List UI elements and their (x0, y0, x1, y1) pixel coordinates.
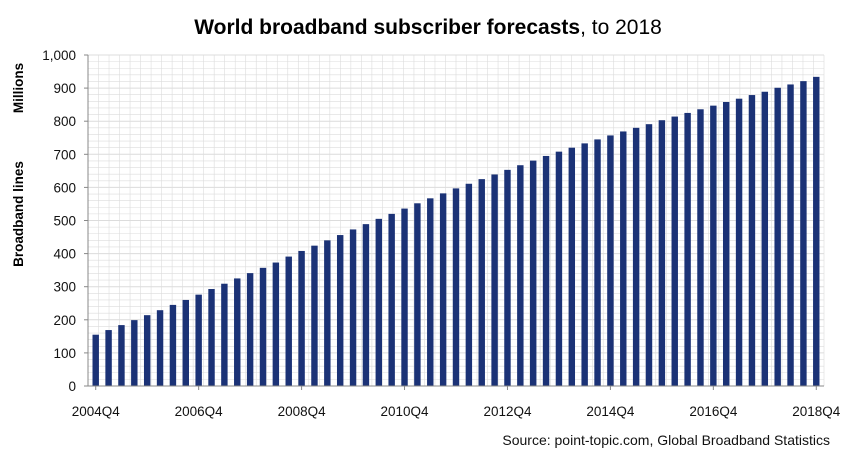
axis-layer: 0 100 200 300 400 500 600 700 800 900 1,000 2004Q4 2… (42, 48, 841, 419)
y-tick-label: 1,000 (42, 48, 76, 63)
bar-2012Q2 (478, 179, 485, 387)
x-tick-label: 2006Q4 (175, 404, 224, 419)
x-tick-label: 2012Q4 (483, 404, 532, 419)
y-tick-label: 400 (53, 247, 76, 262)
source-note: Source: point-topic.com, Global Broadban… (502, 432, 830, 448)
bar-2011Q3 (439, 193, 447, 386)
bar-layer (92, 76, 820, 387)
bar-2009Q4 (349, 229, 357, 386)
bar-2016Q3 (697, 109, 704, 386)
bar-2017Q1 (722, 102, 730, 386)
bar-2007Q4 (246, 273, 254, 386)
bar-2010Q1 (362, 224, 370, 386)
bar-2014Q4 (607, 135, 614, 386)
bar-2013Q1 (517, 165, 524, 386)
y-tick-label: 900 (53, 81, 76, 96)
bar-2014Q1 (568, 147, 576, 386)
bar-2013Q3 (542, 155, 550, 386)
bar-2017Q4 (761, 91, 769, 387)
bar-2008Q4 (298, 250, 305, 386)
bar-2016Q4 (710, 105, 717, 386)
bar-2009Q3 (336, 235, 344, 386)
y-tick-label: 800 (53, 114, 76, 129)
x-tick-label: 2008Q4 (278, 404, 327, 419)
bar-2005Q1 (105, 330, 112, 386)
bar-2012Q1 (465, 183, 473, 386)
y-tick-label: 600 (53, 180, 76, 195)
bar-2018Q2 (787, 84, 794, 387)
bar-2015Q2 (632, 127, 640, 386)
y-axis-label-unit: Millions (11, 63, 26, 113)
y-tick-label: 0 (68, 379, 76, 394)
bar-2010Q4 (401, 208, 408, 386)
bar-2011Q2 (427, 198, 434, 386)
bar-2018Q3 (800, 81, 807, 387)
bar-2012Q3 (491, 174, 498, 386)
bar-2008Q2 (272, 262, 280, 386)
bar-2012Q4 (504, 169, 511, 386)
bar-2017Q3 (748, 95, 756, 387)
x-tick-label: 2010Q4 (381, 404, 430, 419)
bar-2005Q2 (118, 325, 125, 386)
bar-2006Q1 (156, 310, 164, 386)
bar-2007Q3 (234, 278, 241, 386)
bar-2009Q2 (324, 240, 331, 386)
x-tick-label: 2014Q4 (586, 404, 635, 419)
bar-2011Q4 (452, 188, 460, 386)
bar-2010Q3 (388, 213, 395, 386)
x-tick-label: 2018Q4 (792, 404, 841, 419)
y-tick-label: 300 (53, 280, 76, 295)
bar-2008Q1 (259, 267, 267, 386)
bar-2010Q2 (375, 218, 383, 386)
bar-2005Q4 (143, 315, 151, 386)
chart-title-main: World broadband subscriber forecasts (194, 16, 581, 39)
y-tick-label: 200 (53, 313, 76, 328)
x-tick-label: 2004Q4 (72, 404, 121, 419)
bar-2006Q4 (195, 294, 202, 386)
bar-2005Q3 (131, 320, 138, 386)
bar-2013Q2 (529, 160, 537, 386)
y-tick-label: 500 (53, 214, 76, 229)
chart-title-suffix: , to 2018 (580, 16, 662, 39)
bar-2007Q1 (208, 289, 215, 386)
bar-2016Q1 (671, 116, 678, 386)
bar-2018Q4 (813, 76, 820, 386)
chart-title: World broadband subscriber forecasts, to… (0, 16, 856, 40)
bar-2013Q4 (555, 151, 563, 386)
bar-2008Q3 (285, 256, 292, 386)
bar-2006Q2 (169, 304, 177, 386)
bar-2006Q3 (182, 299, 189, 386)
y-tick-label: 100 (53, 346, 76, 361)
bar-2018Q1 (774, 87, 781, 387)
bar-2015Q1 (620, 131, 627, 386)
y-axis-label: Broadband lines (11, 161, 26, 267)
bar-2004Q4 (92, 334, 99, 386)
x-tick-label: 2016Q4 (689, 404, 738, 419)
y-tick-label: 700 (53, 147, 76, 162)
bar-2007Q2 (221, 283, 228, 386)
bar-2015Q3 (645, 124, 653, 387)
bar-2017Q2 (735, 98, 743, 386)
bar-2014Q3 (594, 139, 601, 386)
bar-2014Q2 (581, 143, 588, 386)
bar-2016Q2 (684, 112, 691, 387)
bar-2011Q1 (414, 203, 421, 386)
bar-2015Q4 (658, 120, 666, 387)
bar-2009Q1 (311, 245, 318, 386)
